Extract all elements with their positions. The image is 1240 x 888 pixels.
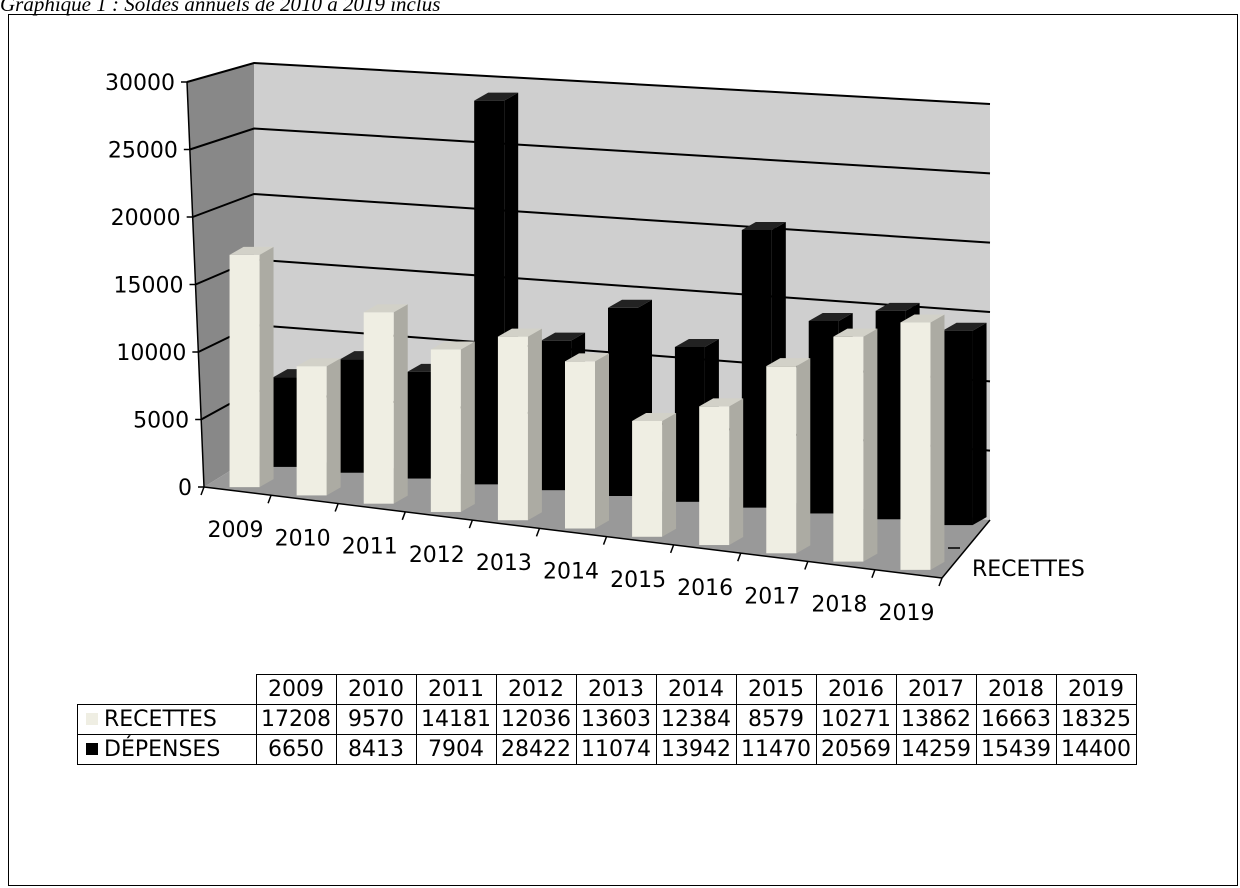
data-table: 2009 2010 2011 2012 2013 2014 2015 2016 2017 2018… xyxy=(77,674,1137,765)
bar-recettes-2016 xyxy=(699,398,744,546)
table-cell: 9570 xyxy=(335,704,417,735)
x-tick-mark xyxy=(871,569,876,578)
y-tick-label: 30000 xyxy=(105,71,175,96)
table-cell: 8413 xyxy=(335,734,417,765)
table-cell: 14181 xyxy=(415,704,497,735)
table-cell: 20569 xyxy=(815,734,897,765)
bars xyxy=(229,92,987,570)
gridline xyxy=(186,61,991,105)
legend-entry: DÉPENSES xyxy=(77,734,257,765)
legend-label: RECETTES xyxy=(104,707,217,732)
y-tick-label: 10000 xyxy=(116,341,186,366)
x-tick-mark xyxy=(737,552,742,562)
legend-entry: RECETTES xyxy=(77,704,257,735)
table-cell: 13942 xyxy=(655,734,737,765)
table-cell: 12036 xyxy=(495,704,577,735)
table-cell: 13862 xyxy=(895,704,977,735)
table-cell: 16663 xyxy=(975,704,1057,735)
x-tick-label: 2019 xyxy=(878,601,934,626)
x-tick-mark xyxy=(200,486,205,496)
x-tick-mark xyxy=(267,495,272,504)
bar-recettes-2013 xyxy=(497,328,542,521)
bar-recettes-2012 xyxy=(430,341,475,512)
x-tick-label: 2013 xyxy=(476,551,532,576)
table-year-header: 2010 xyxy=(335,674,417,705)
table-year-header: 2015 xyxy=(735,674,817,705)
table-year-header: 2019 xyxy=(1055,674,1137,705)
bar-depenses-2019 xyxy=(942,322,987,526)
table-cell: 17208 xyxy=(255,704,337,735)
bar-recettes-2019 xyxy=(900,314,945,570)
table-year-header: 2014 xyxy=(655,674,737,705)
x-tick-mark xyxy=(602,536,608,545)
table-cell: 12384 xyxy=(655,704,737,735)
y-tick-label: 15000 xyxy=(114,274,184,299)
x-tick-mark xyxy=(401,511,406,521)
bar-recettes-2014 xyxy=(565,353,609,529)
legend-swatch xyxy=(86,743,98,755)
table-cell: 14259 xyxy=(895,734,977,765)
y-tick-label: 20000 xyxy=(111,206,181,231)
depth-axis-label: RECETTES xyxy=(972,557,1085,582)
chart-caption: Graphique 1 : Soldes annuels de 2010 à 2… xyxy=(0,0,441,16)
table-header-row: 2009 2010 2011 2012 2013 2014 2015 2016 2017 2018… xyxy=(78,674,1137,705)
x-tick-label: 2014 xyxy=(543,560,599,585)
y-tick-label: 5000 xyxy=(133,409,189,434)
table-cell: 11470 xyxy=(735,734,817,765)
x-tick-label: 2017 xyxy=(744,584,800,609)
table-cell: 18325 xyxy=(1055,704,1137,735)
y-tick-label: 25000 xyxy=(108,139,178,164)
x-tick-mark xyxy=(334,503,339,512)
depth-axis-line xyxy=(941,519,991,579)
gridline xyxy=(189,127,991,175)
bar-recettes-2009 xyxy=(229,246,274,488)
table-year-header: 2012 xyxy=(495,674,577,705)
bar-recettes-2015 xyxy=(632,412,677,537)
x-tick-label: 2009 xyxy=(208,518,264,543)
x-tick-mark xyxy=(669,544,675,554)
table-year-header: 2018 xyxy=(975,674,1057,705)
x-tick-label: 2018 xyxy=(811,593,867,618)
table-year-header: 2013 xyxy=(575,674,657,705)
table-cell: 28422 xyxy=(495,734,577,765)
table-cell: 6650 xyxy=(255,734,337,765)
gridline xyxy=(192,192,991,244)
table-cell: 13603 xyxy=(575,704,657,735)
bar-recettes-2018 xyxy=(833,328,878,562)
table-row: DÉPENSES 6650 8413 7904 28422 11074 13942 11470… xyxy=(77,734,1137,765)
table-cell: 8579 xyxy=(735,704,817,735)
legend-swatch xyxy=(86,713,98,725)
y-axis: 0 5000 10000 15000 20000 25000 30000 xyxy=(105,71,205,501)
table-year-header: 2017 xyxy=(895,674,977,705)
table-cell: 10271 xyxy=(815,704,897,735)
bar-recettes-2010 xyxy=(296,358,341,496)
table-year-header: 2016 xyxy=(815,674,897,705)
x-tick-label: 2015 xyxy=(610,568,666,593)
bar-recettes-2011 xyxy=(363,304,408,504)
x-axis-line xyxy=(203,486,943,579)
table-row: RECETTES 17208 9570 14181 12036 13603 12384 857… xyxy=(77,704,1137,735)
x-tick-mark xyxy=(804,561,809,570)
table-year-header: 2009 xyxy=(255,674,337,705)
table-cell: 11074 xyxy=(575,734,657,765)
table-cell: 14400 xyxy=(1055,734,1137,765)
x-tick-label: 2012 xyxy=(409,543,465,568)
x-tick-mark xyxy=(468,519,474,529)
table-corner xyxy=(78,675,257,705)
x-tick-mark xyxy=(535,528,541,537)
legend-label: DÉPENSES xyxy=(104,737,221,762)
table-year-header: 2011 xyxy=(415,674,497,705)
x-tick-label: 2010 xyxy=(275,526,331,551)
table-cell: 15439 xyxy=(975,734,1057,765)
x-tick-label: 2011 xyxy=(342,535,398,560)
bar-recettes-2017 xyxy=(766,358,811,554)
x-tick-mark xyxy=(938,577,943,587)
table-cell: 7904 xyxy=(415,734,497,765)
x-tick-label: 2016 xyxy=(677,576,733,601)
y-tick-label: 0 xyxy=(178,476,192,501)
x-axis: 2009 2010 2011 2012 2013 2014 2015 2016 2017 2018… xyxy=(200,486,991,626)
chart-frame xyxy=(8,14,1238,886)
y-axis-line xyxy=(186,81,205,488)
